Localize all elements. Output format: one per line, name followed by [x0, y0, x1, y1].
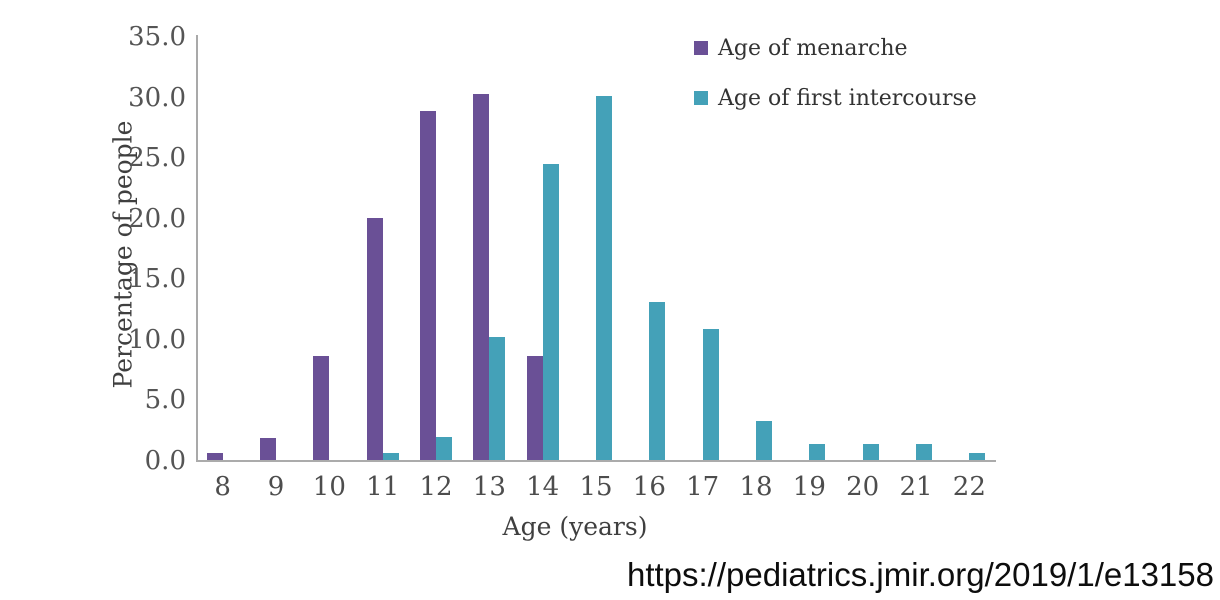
bar-menarche-age-14 [526, 355, 543, 461]
bar-menarche-age-13 [473, 93, 490, 461]
bar-first-intercourse-age-12 [436, 436, 452, 461]
bar-first-intercourse-age-17 [702, 328, 719, 461]
bar-first-intercourse-age-14 [542, 164, 559, 461]
legend-item: Age of first intercourse [694, 85, 977, 111]
x-tick-label: 19 [792, 472, 826, 502]
bar-first-intercourse-age-13 [489, 337, 506, 461]
x-tick-label: 13 [472, 472, 506, 502]
legend-label: Age of menarche [718, 35, 908, 61]
y-tick-label: 25.0 [128, 143, 186, 174]
bar-menarche-age-8 [206, 452, 223, 461]
x-tick-label: 16 [632, 472, 666, 502]
y-tick-label: 0.0 [144, 446, 186, 476]
y-tick-label: 5.0 [144, 385, 186, 416]
y-tick-label: 15.0 [128, 264, 186, 295]
legend-swatch [694, 91, 708, 105]
bar-menarche-age-12 [420, 110, 436, 461]
bar-first-intercourse-age-11 [382, 452, 399, 461]
bar-first-intercourse-age-21 [916, 444, 932, 461]
bar-first-intercourse-age-19 [809, 444, 826, 461]
x-tick-label: 17 [686, 472, 720, 502]
x-tick-label: 8 [214, 472, 231, 502]
x-tick-label: 14 [526, 472, 560, 502]
x-tick-label: 22 [952, 472, 986, 502]
y-tick-label: 35.0 [128, 22, 186, 52]
x-tick-label: 18 [739, 472, 773, 502]
x-tick-label: 9 [267, 472, 285, 502]
bar-menarche-age-11 [366, 217, 383, 461]
y-tick-label: 20.0 [128, 203, 186, 234]
x-axis-line [196, 460, 996, 462]
x-tick-label: 12 [419, 472, 453, 502]
x-tick-label: 15 [579, 472, 613, 502]
bar-first-intercourse-age-22 [969, 452, 986, 461]
x-tick-label: 20 [846, 472, 880, 502]
bar-first-intercourse-age-16 [649, 302, 666, 461]
legend-swatch [694, 41, 708, 55]
x-tick-label: 11 [366, 472, 400, 502]
bar-first-intercourse-age-15 [596, 96, 612, 461]
x-tick-label: 10 [312, 472, 346, 502]
legend-label: Age of first intercourse [718, 85, 977, 111]
bar-menarche-age-10 [313, 355, 330, 461]
bar-first-intercourse-age-18 [756, 421, 772, 461]
y-axis-line [196, 35, 198, 461]
x-axis-title: Age (years) [502, 512, 648, 541]
x-tick-label: 21 [899, 472, 933, 502]
bar-first-intercourse-age-20 [862, 444, 879, 461]
y-tick-label: 30.0 [128, 82, 186, 113]
legend-item: Age of menarche [694, 35, 908, 61]
source-url: https://pediatrics.jmir.org/2019/1/e1315… [626, 556, 1214, 593]
y-tick-label: 10.0 [128, 324, 186, 355]
bar-menarche-age-9 [260, 437, 276, 461]
